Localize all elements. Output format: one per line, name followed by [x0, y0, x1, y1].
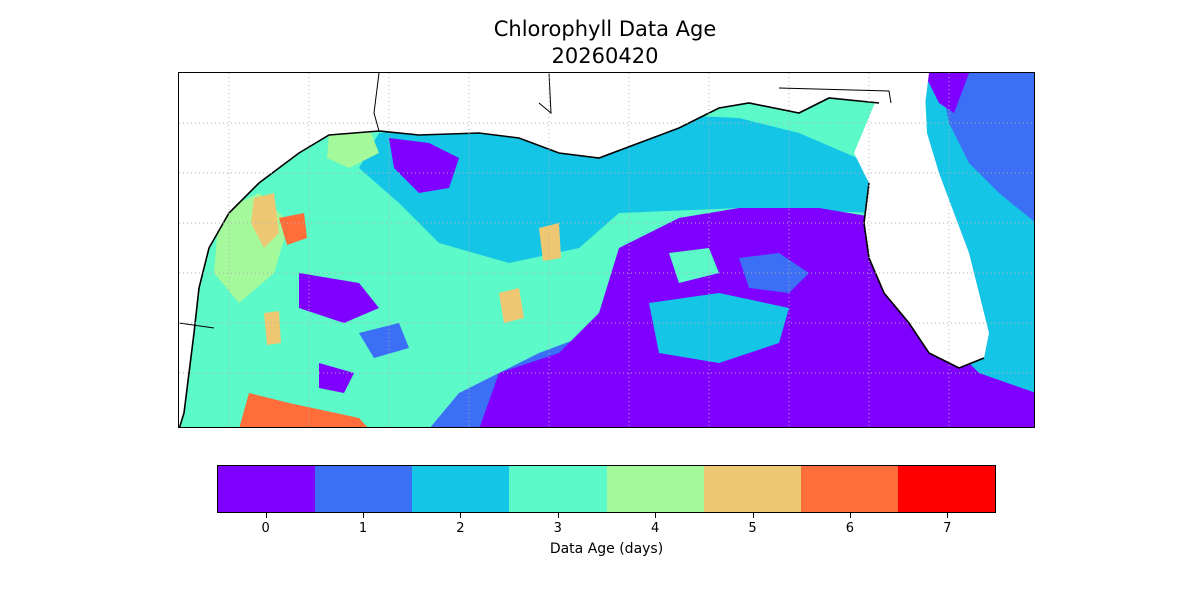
region-age-0-west1 [299, 273, 379, 323]
state-border-1 [373, 73, 380, 132]
region-age-6-sw [239, 393, 368, 427]
colorbar-tick-label: 5 [748, 521, 757, 536]
region-age-5-west [251, 193, 279, 248]
region-age-3-patch [669, 248, 719, 283]
colorbar-tick [265, 513, 267, 518]
colorbar-tick [460, 513, 462, 518]
colorbar-segment [315, 466, 413, 512]
colorbar-segment [412, 466, 510, 512]
region-age-4-nw [327, 128, 379, 168]
colorbar-tick-label: 4 [651, 521, 660, 536]
colorbar-tick-label: 0 [261, 521, 270, 536]
colorbar-tick-label: 1 [358, 521, 368, 536]
state-border-2 [538, 73, 552, 115]
colorbar-tick [849, 513, 851, 518]
chart-title: Chlorophyll Data Age [493, 17, 717, 41]
colorbar-segment [897, 466, 995, 512]
colorbar-label: Data Age (days) [549, 541, 664, 557]
colorbar-tick [752, 513, 754, 518]
map-gridlines [179, 73, 1034, 427]
colorbar-ticks: 0 1 2 3 4 5 6 7 [217, 513, 996, 543]
region-age-6-west [279, 213, 307, 245]
region-age-0-west2 [319, 363, 354, 393]
colorbar-segment [606, 466, 704, 512]
colorbar-tick [655, 513, 657, 518]
region-age-1-mid [739, 253, 809, 293]
land-florida [854, 73, 989, 368]
state-border-3 [778, 87, 892, 104]
region-age-2-mid [649, 293, 789, 363]
colorbar-tick-label: 6 [845, 521, 855, 536]
colorbar-tick [557, 513, 559, 518]
region-age-0-east [924, 73, 969, 113]
colorbar-tick [947, 513, 949, 518]
coastline-florida [863, 182, 985, 369]
colorbar-segment [703, 466, 801, 512]
colorbar [217, 465, 996, 513]
colorbar-tick-label: 3 [553, 521, 562, 536]
data-age-map [179, 73, 1034, 427]
region-age-1-east [939, 73, 1034, 222]
region-age-5-patch2 [499, 288, 524, 323]
colorbar-tick-label: 2 [456, 521, 465, 536]
region-age-1-west [359, 323, 409, 358]
region-age-0-north [389, 138, 459, 193]
region-age-5-patch1 [264, 311, 281, 345]
colorbar-segment [218, 466, 316, 512]
map-panel [178, 72, 1035, 428]
colorbar-tick [363, 513, 365, 518]
colorbar-segment [800, 466, 898, 512]
region-age-2-north [359, 113, 879, 263]
state-border-4 [179, 322, 215, 329]
region-age-5-patch3 [539, 223, 561, 261]
coastline-gulf [179, 97, 880, 427]
colorbar-segment [509, 466, 607, 512]
land-north [179, 73, 1034, 427]
chart-date: 20260420 [551, 44, 659, 68]
colorbar-tick-label: 7 [943, 521, 952, 536]
